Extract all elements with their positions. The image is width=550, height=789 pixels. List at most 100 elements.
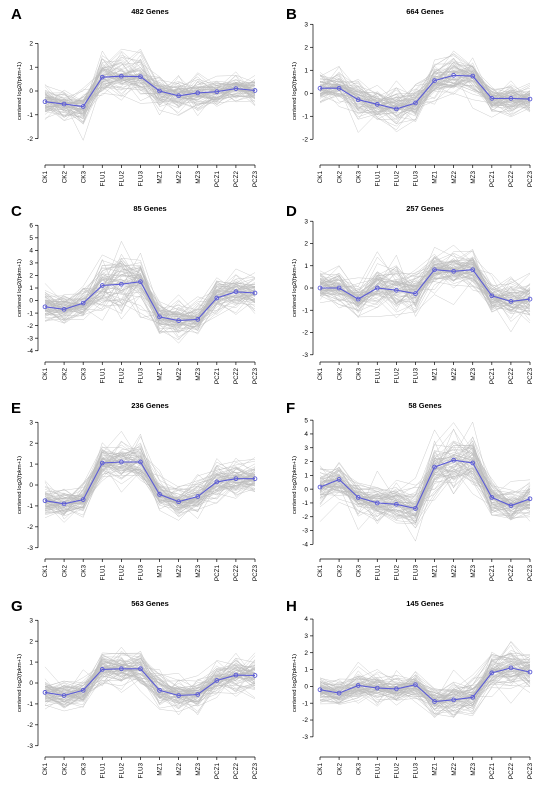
x-tick-label: MZ3 — [470, 763, 477, 776]
x-tick-label: FLU1 — [99, 368, 106, 384]
gene-profile-line — [319, 264, 531, 319]
gene-profile-line — [44, 50, 256, 104]
mean-point — [451, 457, 456, 463]
y-tick-label: 2 — [304, 459, 308, 466]
gene-profile-line — [44, 55, 256, 124]
gene-profile-line — [44, 667, 256, 705]
x-tick-label: CK3 — [355, 565, 362, 578]
x-tick-label: MZ3 — [470, 171, 477, 184]
y-tick-label: 2 — [304, 241, 308, 248]
x-tick-label: MZ1 — [432, 368, 439, 381]
y-tick-label: 4 — [304, 431, 308, 438]
y-tick-label: 3 — [304, 218, 308, 225]
x-tick-label: FLU2 — [119, 565, 126, 581]
mean-point — [413, 100, 418, 106]
y-tick-label: -3 — [302, 352, 308, 359]
mean-point — [157, 88, 162, 94]
y-tick-label: -2 — [302, 717, 308, 724]
y-tick-label: -1 — [302, 500, 308, 507]
mean-point — [432, 699, 437, 704]
x-tick-label: CK3 — [355, 763, 362, 776]
mean-point — [252, 88, 258, 93]
y-tick-label: 5 — [304, 417, 308, 424]
mean-point — [394, 287, 399, 293]
x-tick-label: FLU1 — [99, 763, 106, 779]
mean-point — [42, 498, 48, 504]
x-tick-label: MZ2 — [176, 368, 183, 381]
gene-profile-line — [319, 65, 531, 106]
x-tick-label: FLU3 — [413, 171, 420, 187]
panel-h: H 145 Genes -3 -2 -1 0 1 2 3 4 centered log2(fpkm+… — [286, 598, 534, 779]
gene-profile-line — [319, 669, 531, 712]
chart-title: 664 Genes — [406, 7, 444, 16]
panel-label: E — [11, 400, 21, 417]
panel-d: D 257 Genes -3 -2 -1 0 1 2 3 centered log2(fpkm+1… — [286, 203, 534, 384]
x-tick-label: FLU3 — [413, 763, 420, 779]
x-tick-label: CK2 — [61, 171, 68, 184]
x-tick-label: PCZ1 — [489, 368, 496, 385]
gene-profile-line — [319, 79, 531, 131]
mean-point — [42, 690, 48, 695]
y-tick-label: -4 — [27, 348, 33, 355]
gene-profile-line — [44, 253, 256, 314]
y-tick-label: 1 — [304, 667, 308, 674]
panel-label: C — [11, 203, 22, 220]
x-tick-label: MZ2 — [176, 763, 183, 776]
mean-point — [80, 104, 86, 109]
gene-profile-line — [319, 440, 531, 542]
gene-profile-line — [319, 660, 531, 700]
y-tick-label: -2 — [302, 137, 308, 144]
mean-point — [336, 477, 342, 482]
gene-profile-line — [319, 260, 531, 302]
panel-a: A 482 Genes -2 -1 0 1 2 centered log2(fpkm+1) CK… — [11, 6, 259, 187]
x-tick-label: PCZ3 — [252, 171, 259, 188]
gene-profile-line — [319, 65, 531, 116]
x-tick-label: CK2 — [61, 565, 68, 578]
mean-point — [195, 317, 201, 322]
y-axis-label: centered log2(fpkm+1) — [17, 259, 23, 317]
y-tick-label: 0 — [29, 88, 33, 95]
mean-point — [99, 667, 105, 672]
y-tick-label: -1 — [27, 310, 33, 317]
x-tick-label: FLU3 — [138, 565, 145, 581]
x-tick-label: FLU1 — [374, 763, 381, 779]
x-tick-label: CK1 — [42, 171, 49, 184]
mean-point — [195, 494, 201, 499]
y-tick-label: 1 — [29, 461, 33, 468]
mean-point — [508, 503, 514, 509]
y-tick-label: 1 — [304, 263, 308, 270]
mean-point — [374, 500, 380, 506]
y-tick-label: -3 — [302, 528, 308, 535]
mean-point — [317, 285, 323, 291]
x-tick-label: MZ3 — [195, 763, 202, 776]
gene-profile-line — [319, 70, 531, 115]
mean-point — [336, 690, 342, 696]
mean-line — [319, 459, 531, 510]
panel-c: C 85 Genes -4 -3 -2 -1 0 1 2 3 4 5 6 centered log2(fp… — [11, 203, 259, 384]
y-tick-label: 6 — [29, 222, 33, 229]
panel-g: G 563 Genes -3 -2 -1 0 1 2 3 centered log2(fpkm+1… — [11, 598, 259, 779]
chart-title: 563 Genes — [131, 599, 169, 608]
mean-point — [214, 678, 220, 683]
gene-profile-line — [44, 654, 256, 696]
x-tick-label: MZ3 — [195, 565, 202, 578]
mean-point — [119, 666, 124, 672]
x-tick-label: FLU1 — [374, 171, 381, 187]
gene-profile-line — [319, 268, 531, 315]
x-tick-label: CK2 — [336, 171, 343, 184]
mean-line — [320, 74, 531, 110]
y-tick-label: 2 — [29, 41, 33, 48]
x-tick-label: MZ1 — [157, 171, 164, 184]
gene-profile-line — [44, 268, 256, 315]
y-axis-label: centered log2(fpkm+1) — [17, 62, 23, 120]
panel-label: A — [11, 6, 22, 23]
x-tick-label: FLU2 — [394, 565, 401, 581]
panel-e: E 236 Genes -3 -2 -1 0 1 2 3 centered log2(fpkm+1… — [11, 400, 259, 581]
y-tick-label: 1 — [304, 473, 308, 480]
x-tick-label: PCZ2 — [233, 171, 240, 188]
mean-point — [355, 683, 361, 688]
y-tick-label: 4 — [304, 616, 308, 623]
x-tick-label: FLU2 — [394, 763, 401, 779]
mean-point — [336, 285, 342, 291]
